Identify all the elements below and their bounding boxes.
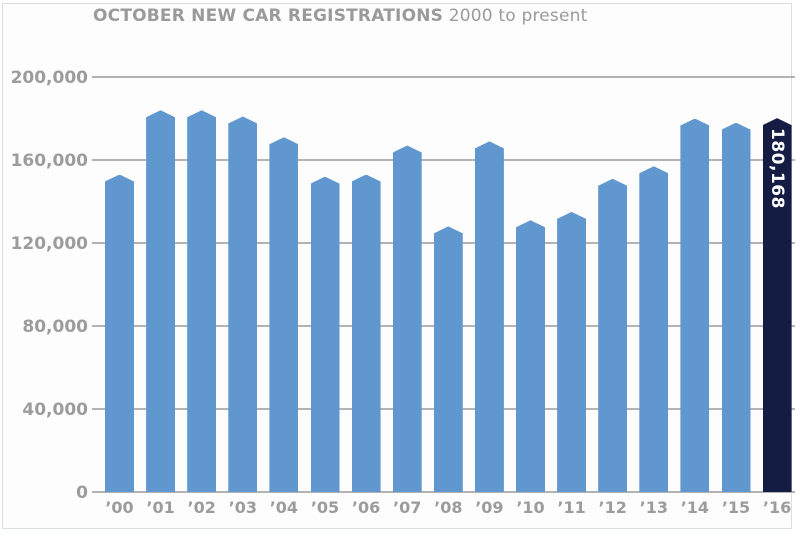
bar-shape <box>146 110 176 492</box>
chart-title-main: OCTOBER NEW CAR REGISTRATIONS <box>93 6 444 26</box>
x-tick-label: ’11 <box>557 498 586 517</box>
bar-shape <box>721 122 751 492</box>
x-axis-line <box>92 491 795 493</box>
x-tick-label: ’10 <box>516 498 545 517</box>
x-tick-label: ’02 <box>187 498 216 517</box>
bar-shape <box>187 110 217 492</box>
bar-shape <box>639 166 669 492</box>
bar-13 <box>639 166 669 492</box>
x-tick-label: ’04 <box>269 498 299 517</box>
bar-shape <box>351 174 381 492</box>
bar-shape <box>680 118 710 492</box>
bar-shape <box>310 176 340 492</box>
x-tick-label: ’13 <box>639 498 668 517</box>
x-tick-label: ’01 <box>146 498 175 517</box>
gridline <box>92 76 795 78</box>
x-tick-label: ’06 <box>351 498 381 517</box>
bar-08 <box>433 226 463 492</box>
x-tick-label: ’15 <box>721 498 751 517</box>
bar-shape <box>269 137 299 492</box>
bar-04 <box>269 137 299 492</box>
bar-14 <box>680 118 710 492</box>
bar-11 <box>557 211 587 492</box>
y-tick-label: 120,000 <box>10 234 88 254</box>
bar-03 <box>228 116 258 492</box>
y-tick-label: 80,000 <box>22 317 88 337</box>
x-tick-label: ’07 <box>393 498 422 517</box>
bar-00 <box>105 174 134 492</box>
bar-shape <box>105 174 134 492</box>
bar-05 <box>310 176 340 492</box>
y-tick-label: 40,000 <box>22 400 88 420</box>
chart-subtitle: 2000 to present <box>448 6 588 26</box>
y-tick-label: 160,000 <box>10 151 88 171</box>
bar-shape <box>598 178 628 492</box>
bar-07 <box>392 145 422 492</box>
x-tick-label: ’14 <box>680 498 710 517</box>
x-tick-label: ’09 <box>475 498 504 517</box>
x-tick-label: ’08 <box>434 498 463 517</box>
x-tick-label: ’03 <box>228 498 257 517</box>
bar-shape <box>433 226 463 492</box>
bar-02 <box>187 110 217 492</box>
bar-15 <box>721 122 751 492</box>
y-tick-label: 0 <box>76 483 88 503</box>
bar-16: 180,168 <box>762 118 792 492</box>
bar-10 <box>516 220 545 492</box>
y-tick-label: 200,000 <box>10 68 88 88</box>
bar-shape <box>474 141 504 492</box>
bar-09 <box>474 141 504 492</box>
bar-12 <box>598 178 628 492</box>
bar-shape <box>228 116 258 492</box>
bar-06 <box>351 174 381 492</box>
bar-shape <box>516 220 545 492</box>
bar-shape <box>392 145 422 492</box>
bar-shape <box>762 118 792 492</box>
x-tick-label: ’12 <box>598 498 627 517</box>
gridline <box>92 159 795 161</box>
bar-01 <box>146 110 176 492</box>
chart-title: OCTOBER NEW CAR REGISTRATIONS 2000 to pr… <box>93 6 587 26</box>
bar-value-label: 180,168 <box>767 128 788 210</box>
x-tick-label: ’00 <box>105 498 134 517</box>
x-tick-label: ’16 <box>762 498 792 517</box>
x-tick-label: ’05 <box>310 498 340 517</box>
bar-shape <box>557 211 587 492</box>
